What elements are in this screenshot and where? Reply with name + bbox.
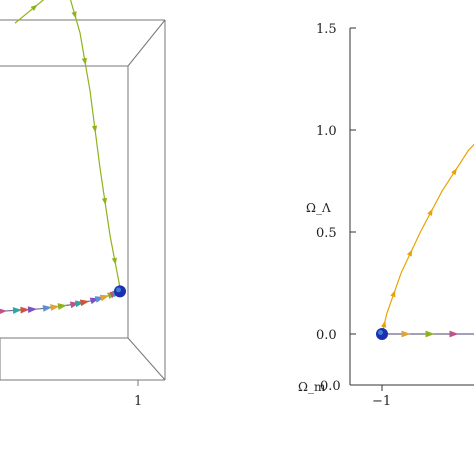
left-orbit-0-arrow [71, 11, 77, 19]
left-orbit-1-arrow [99, 294, 110, 302]
left-fixed-point-0-highlight [116, 287, 121, 293]
y-axis-label: Ω_Λ [306, 201, 331, 215]
right-orbit-0-arrow [427, 208, 433, 216]
right-orbit-0-arrow [406, 249, 413, 257]
box-edge [127, 337, 166, 381]
right-orbit-1-arrow [401, 330, 411, 338]
right-orbit-0-arrow [451, 167, 458, 176]
y-tick-label-0: 0.0 [316, 328, 337, 343]
right-orbit-0-arrow [381, 320, 387, 328]
left-3d-box: 1 [0, 19, 166, 409]
left-orbit-1-arrow [50, 304, 60, 311]
y-tick-label-2: 1.0 [316, 124, 337, 139]
right-fixed-point-0-highlight [378, 330, 383, 335]
left-orbit-1-arrow [20, 306, 30, 314]
right-orbit-0 [381, 143, 474, 335]
box-edge [127, 19, 166, 67]
left-orbit-1-arrow [57, 303, 67, 310]
left-orbit-1-arrow [0, 308, 7, 315]
left-orbit-0-arrow [91, 125, 98, 133]
left-orbit-1-arrow [42, 305, 52, 312]
left-orbit-0-arrow [101, 197, 108, 206]
right-x-tick-label: −1 [372, 394, 391, 409]
y-tick-label-3: 1.5 [316, 22, 337, 37]
x-axis-label: Ω_m [298, 380, 326, 394]
left-orbit-0-arrow [111, 257, 117, 265]
right-orbit-1-arrow [425, 330, 435, 338]
left-orbit-0 [14, 0, 121, 288]
left-orbit-1-arrow [27, 306, 37, 313]
right-axes: 0.0 0.5 1.0 1.5 0.0 Ω_Λ Ω_m −1 [298, 22, 474, 409]
right-orbit-0-arrow [390, 289, 396, 298]
left-orbit-0-arrow [81, 57, 87, 66]
left-orbit-1-arrow [12, 307, 22, 314]
left-x-tick-label: 1 [134, 394, 142, 409]
right-orbit-1-arrow [449, 330, 459, 338]
left-orbit-1-arrow [79, 299, 90, 307]
chart-marks [0, 0, 474, 340]
y-tick-label-1: 0.5 [316, 226, 337, 241]
left-orbit-0-arrow [30, 4, 38, 11]
y-bottom-tick-label: 0.0 [320, 379, 341, 394]
